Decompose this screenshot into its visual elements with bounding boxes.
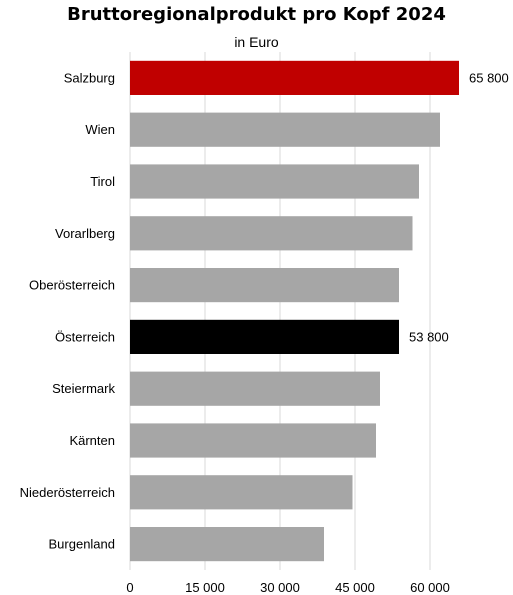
bar xyxy=(130,423,376,458)
category-label: Österreich xyxy=(55,329,115,344)
bar xyxy=(130,112,440,147)
bar xyxy=(130,268,399,303)
bar xyxy=(130,371,380,406)
category-label: Steiermark xyxy=(52,381,115,396)
category-label: Vorarlberg xyxy=(55,226,115,241)
x-tick-label: 0 xyxy=(126,580,133,595)
bar xyxy=(130,527,324,562)
x-tick-label: 45 000 xyxy=(335,580,375,595)
category-label: Burgenland xyxy=(49,537,116,552)
x-tick-label: 30 000 xyxy=(260,580,300,595)
category-label: Salzburg xyxy=(64,70,115,85)
category-label: Kärnten xyxy=(69,433,115,448)
category-label: Oberösterreich xyxy=(29,278,115,293)
data-label: 65 800 xyxy=(469,70,509,85)
chart-title: Bruttoregionalprodukt pro Kopf 2024 xyxy=(67,4,446,25)
bar xyxy=(130,60,459,95)
bar xyxy=(130,216,413,251)
category-label: Niederösterreich xyxy=(20,485,115,500)
chart-subtitle: in Euro xyxy=(234,34,279,50)
bar-layer xyxy=(130,60,459,562)
bar xyxy=(130,475,353,510)
data-label: 53 800 xyxy=(409,329,449,344)
bar xyxy=(130,319,399,354)
bar xyxy=(130,164,419,199)
x-tick-label: 60 000 xyxy=(410,580,450,595)
label-layer: 0 15 000 30 000 45 000 60 000 Salzburg Wien Tir… xyxy=(20,70,509,595)
category-label: Wien xyxy=(85,122,115,137)
category-label: Tirol xyxy=(90,174,115,189)
x-tick-label: 15 000 xyxy=(185,580,225,595)
